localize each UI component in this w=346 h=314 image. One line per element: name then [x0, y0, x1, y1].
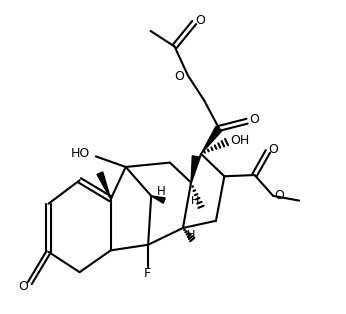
Text: H: H — [157, 185, 165, 198]
Polygon shape — [97, 172, 111, 199]
Text: O: O — [195, 14, 205, 28]
Text: HO: HO — [70, 147, 90, 160]
Polygon shape — [201, 126, 222, 154]
Text: O: O — [274, 189, 284, 203]
Text: H: H — [191, 196, 200, 206]
Polygon shape — [151, 196, 165, 203]
Text: OH: OH — [230, 134, 249, 147]
Text: H: H — [187, 230, 195, 241]
Polygon shape — [191, 156, 199, 182]
Text: O: O — [174, 70, 184, 83]
Text: F: F — [144, 267, 151, 279]
Text: O: O — [249, 113, 259, 126]
Text: O: O — [18, 280, 28, 293]
Text: O: O — [268, 143, 279, 156]
